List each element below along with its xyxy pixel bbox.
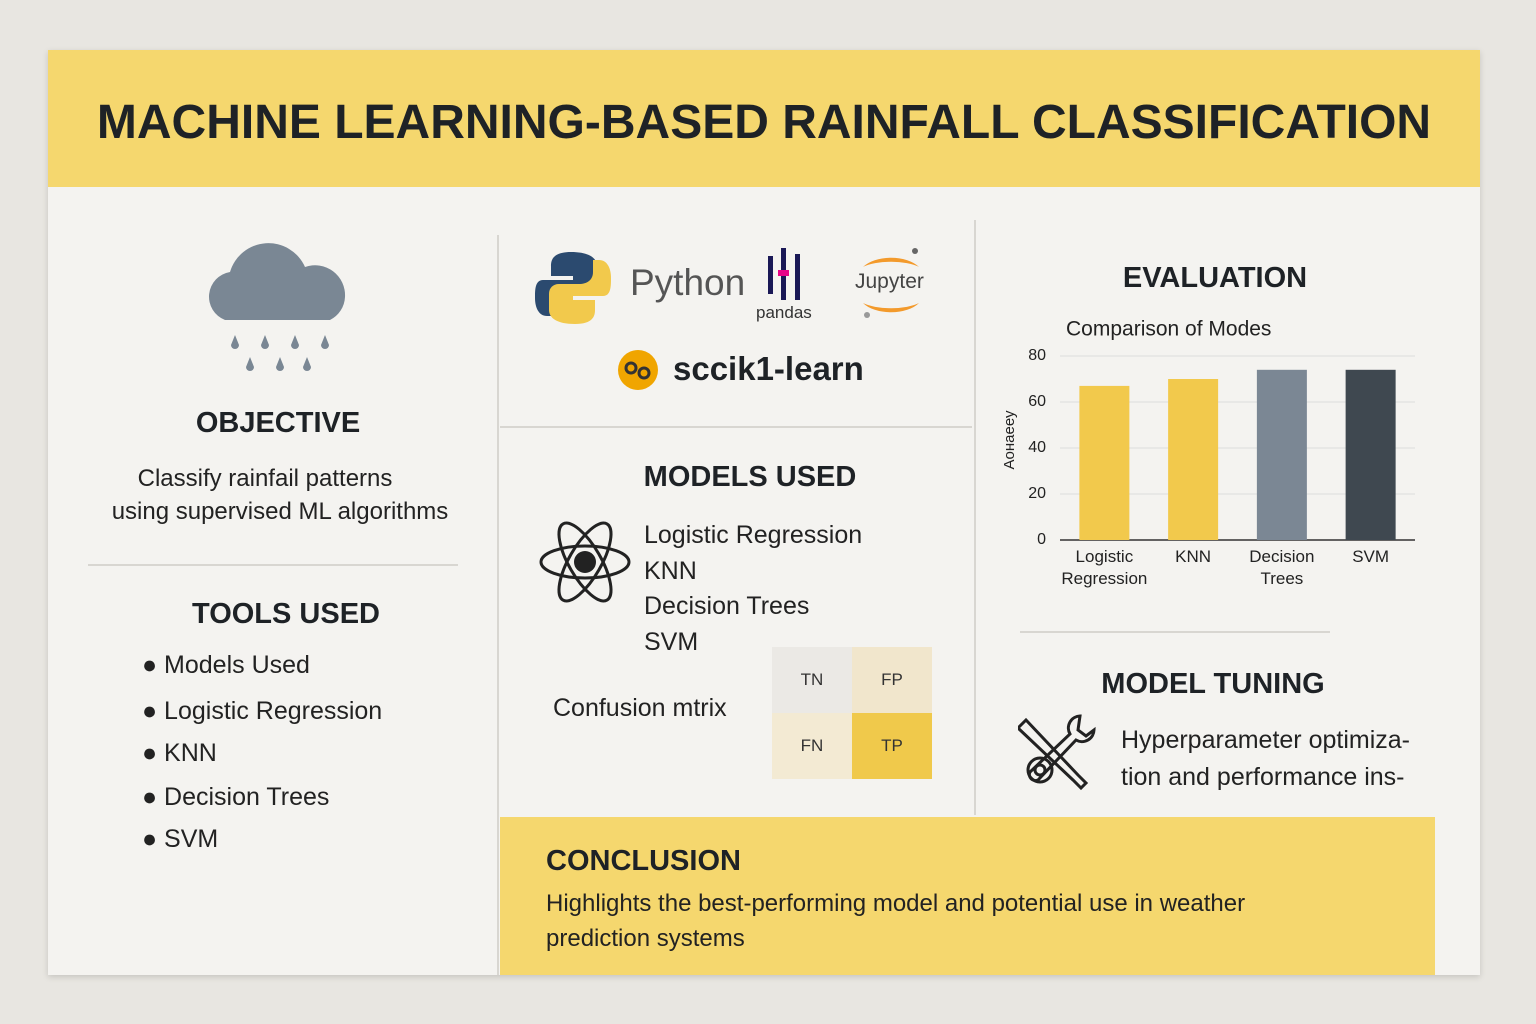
conclusion-box (500, 817, 1435, 975)
chart-title: Comparison of Modes (1066, 318, 1271, 341)
y-tick-label: 20 (1028, 485, 1046, 502)
y-tick-label: 80 (1028, 347, 1046, 364)
tools-icon (1018, 714, 1096, 791)
atom-icon (539, 521, 631, 603)
confusion-matrix: TN FP FN TP (772, 647, 932, 779)
scikit-text: sccik1-learn (673, 350, 864, 387)
jupyter-logo (863, 248, 919, 318)
tuning-heading: MODEL TUNING (1101, 668, 1325, 700)
python-logo (535, 252, 611, 324)
text-line: using supervised ML algorithms (111, 498, 449, 525)
item-text: SVM (164, 825, 219, 853)
python-text: Python (630, 262, 746, 303)
conclusion-heading: CONCLUSION (546, 845, 741, 877)
text-line: Classify rainfail patterns (137, 465, 393, 492)
bar (1079, 385, 1130, 540)
models-list: Logistic Regression KNN Decision Trees S… (644, 518, 862, 660)
bar (1256, 369, 1307, 540)
header-band (48, 50, 1480, 187)
divider (497, 235, 499, 975)
title: MACHINE LEARNING-BASED RAINFALL CLASSIFI… (96, 96, 1432, 149)
matrix-cell: TN (772, 647, 852, 713)
tools-list: ● Models Used ● Logistic Regression ● KN… (142, 651, 382, 854)
divider (500, 426, 972, 428)
y-tick-label: 60 (1028, 393, 1046, 410)
bar (1345, 369, 1396, 540)
tools-item: ● Models Used (142, 651, 310, 679)
models-heading: MODELS USED (643, 461, 857, 493)
x-tick-label: Decision Trees (1249, 547, 1315, 588)
text-line: tion and performance ins- (1121, 763, 1405, 791)
pandas-logo (768, 248, 800, 300)
matrix-cell: FN (772, 713, 852, 779)
item-text: Decision Trees (164, 783, 330, 811)
text-line: Highlights the best-performing model and… (546, 890, 1246, 917)
divider (88, 564, 458, 566)
pandas-text: pandas (756, 303, 812, 322)
matrix-cell: TP (852, 713, 932, 779)
model-item: Logistic Regression (644, 521, 863, 549)
x-tick-label: KNN (1175, 547, 1212, 566)
conclusion-text: Highlights the best-performing model and… (546, 886, 1245, 956)
model-item: SVM (644, 627, 699, 656)
tools-heading: TOOLS USED (192, 598, 380, 630)
text-line: Hyperparameter optimiza- (1121, 726, 1410, 754)
tools-item: ● Decision Trees (142, 783, 330, 811)
evaluation-heading: EVALUATION (1122, 262, 1308, 294)
tuning-text: Hyperparameter optimiza- tion and perfor… (1121, 722, 1410, 796)
model-item: KNN (644, 556, 697, 585)
x-tick-label: Logistic Regression (1061, 547, 1148, 588)
item-text: Logistic Regression (164, 697, 383, 725)
matrix-cell: FP (852, 647, 932, 713)
tools-item: ● Logistic Regression (142, 697, 383, 725)
tools-item: ● SVM (142, 825, 219, 853)
rain-cloud-icon (209, 243, 346, 371)
x-tick-label: SVM (1352, 547, 1390, 566)
divider (1020, 631, 1330, 633)
scikit-logo (618, 350, 658, 390)
jupyter-text: Jupyter (855, 270, 924, 293)
chart-area: Comparison of Modes Аонаееу 0 20 40 60 80 Lo… (990, 300, 1430, 600)
chart: Comparison of Modes Аонаееу 0 20 40 60 80 (1001, 318, 1415, 548)
text-line: prediction systems (546, 925, 745, 952)
objective-text: Classify rainfail patterns using supervi… (90, 462, 470, 528)
y-axis-label: Аонаееу (1001, 410, 1018, 469)
model-item: Decision Trees (644, 592, 810, 620)
tools-item: ● KNN (142, 739, 217, 767)
y-tick-label: 40 (1028, 439, 1046, 456)
divider (974, 220, 976, 815)
y-tick-label: 0 (1037, 531, 1046, 548)
item-text: KNN (164, 739, 217, 767)
item-text: Models Used (164, 651, 310, 679)
objective-heading: OBJECTIVE (195, 407, 361, 439)
confusion-label: Confusion mtrix (553, 694, 727, 722)
bar (1168, 379, 1219, 540)
